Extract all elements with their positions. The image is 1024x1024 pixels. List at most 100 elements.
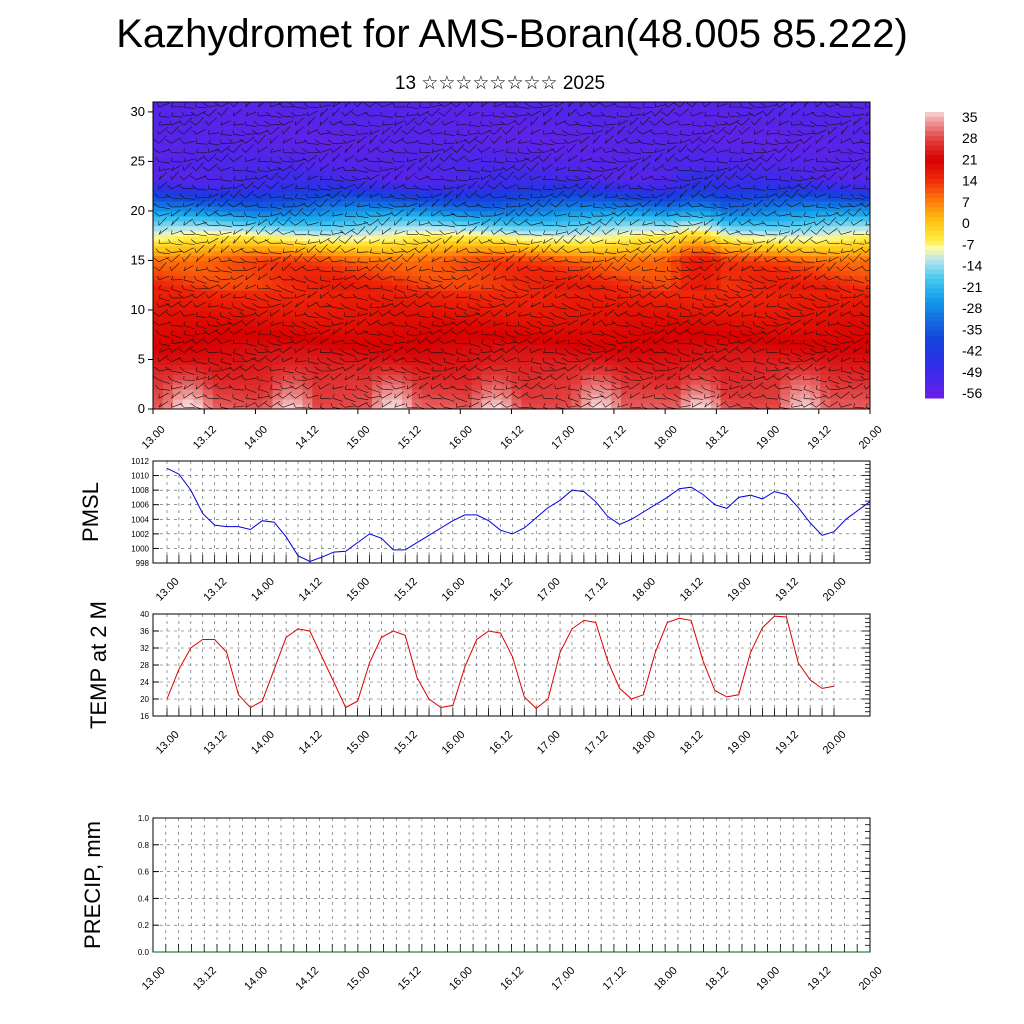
xtick-label: 13.12	[201, 729, 229, 757]
colorbar-label: -56	[962, 385, 982, 401]
heatmap-ytick-label: 25	[131, 153, 145, 168]
series-line	[166, 467, 870, 563]
xtick-label: 16.12	[498, 965, 526, 993]
ytick-label: 28	[140, 661, 149, 670]
colorbar-label: -49	[962, 364, 982, 380]
xtick-label: 15.12	[392, 576, 420, 604]
vertical-section-panel: 0 5 10 15 20 25 30 13.00 13.12 14.00 14.12 15.00 15.…	[131, 101, 885, 452]
xtick-label: 19.00	[754, 965, 782, 993]
xtick-label: 15.12	[392, 729, 420, 757]
heatmap-ytick-label: 10	[131, 302, 145, 317]
ytick-label: 0.6	[138, 868, 150, 877]
right-ticks	[862, 460, 870, 564]
xtick-label: 17.12	[583, 729, 611, 757]
ytick-label: 1.0	[138, 814, 150, 823]
xtick-label: 19.12	[773, 729, 801, 757]
ytick-label: 40	[140, 610, 149, 619]
xtick-label: 14.00	[242, 965, 270, 993]
heatmap-xtick-label: 16.00	[447, 424, 475, 452]
ytick-label: 0.4	[138, 894, 150, 903]
grid-lines	[153, 460, 870, 564]
heatmap-xtick-label: 15.12	[396, 424, 424, 452]
xtick-label: 18.12	[678, 729, 706, 757]
xtick-label: 13.12	[201, 576, 229, 604]
xtick-label: 19.00	[725, 729, 753, 757]
xtick-label: 19.12	[773, 576, 801, 604]
heatmap-xtick-label: 18.00	[652, 424, 680, 452]
axis-ylabel: PRECIP, mm	[80, 821, 105, 949]
heatmap-ytick-label: 30	[131, 104, 145, 119]
xtick-label: 16.00	[440, 729, 468, 757]
heatmap-xtick-label: 16.12	[498, 424, 526, 452]
xtick-label: 13.00	[140, 965, 168, 993]
xtick-label: 20.00	[821, 576, 849, 604]
colorbar-label: -14	[962, 258, 982, 274]
xtick-label: 17.12	[583, 576, 611, 604]
heatmap-xtick-label: 14.12	[293, 424, 321, 452]
xtick-label: 17.00	[535, 729, 563, 757]
heatmap-xtick-label: 13.00	[140, 424, 168, 452]
xtick-label: 13.12	[191, 965, 219, 993]
xtick-label: 15.00	[344, 576, 372, 604]
xtick-label: 18.00	[630, 729, 658, 757]
xtick-label: 16.12	[487, 729, 515, 757]
bottom-ticks	[152, 944, 871, 952]
ytick-label: 0.8	[138, 841, 150, 850]
colorbar-label: 14	[962, 173, 978, 189]
xtick-label: 16.00	[440, 576, 468, 604]
chart-subtitle: 13 ☆☆☆☆☆☆☆☆ 2025	[394, 73, 606, 94]
heatmap-ytick-label: 15	[131, 252, 145, 267]
ytick-label: 32	[140, 644, 149, 653]
bottom-ticks	[166, 555, 835, 563]
ytick-label: 0.0	[138, 948, 150, 957]
ytick-label: 20	[140, 695, 149, 704]
ytick-label: 998	[136, 559, 150, 568]
xtick-label: 14.12	[293, 965, 321, 993]
colorbar-label: -35	[962, 321, 982, 337]
heatmap-xtick-label: 17.00	[549, 424, 577, 452]
ytick-label: 1012	[131, 457, 149, 466]
heatmap-xtick-label: 19.00	[754, 424, 782, 452]
colorbar-label: 21	[962, 151, 978, 167]
colorbar-label: 7	[962, 194, 970, 210]
heatmap-xtick-label: 13.12	[191, 424, 219, 452]
heatmap-xtick-label: 20.00	[857, 424, 885, 452]
axis-ylabel: TEMP at 2 M	[86, 601, 111, 729]
right-ticks	[862, 613, 870, 717]
heatmap-xtick-label: 18.12	[703, 424, 731, 452]
xtick-label: 16.12	[487, 576, 515, 604]
axis-ylabel: PMSL	[78, 482, 103, 542]
ytick-label: 1000	[131, 544, 149, 553]
xtick-label: 18.12	[703, 965, 731, 993]
grid-lines	[152, 817, 871, 953]
xtick-label: 16.00	[447, 965, 475, 993]
xtick-label: 18.00	[652, 965, 680, 993]
xtick-label: 15.00	[344, 729, 372, 757]
xtick-label: 19.00	[725, 576, 753, 604]
heatmap-xtick-label: 14.00	[242, 424, 270, 452]
xtick-label: 13.00	[154, 729, 182, 757]
xtick-label: 15.00	[345, 965, 373, 993]
ytick-label: 24	[140, 678, 149, 687]
xtick-label: 14.12	[297, 576, 325, 604]
xtick-label: 17.00	[549, 965, 577, 993]
ytick-label: 1006	[131, 501, 149, 510]
ytick-label: 0.2	[138, 921, 150, 930]
chart-title: Kazhydromet for AMS-Boran(48.005 85.222)	[116, 12, 908, 56]
ytick-label: 1010	[131, 472, 149, 481]
heatmap-cells	[153, 102, 870, 409]
colorbar-label: -42	[962, 343, 982, 359]
ytick-label: 36	[140, 627, 149, 636]
xtick-label: 20.00	[857, 965, 885, 993]
colorbar-label: 0	[962, 215, 970, 231]
xtick-label: 17.00	[535, 576, 563, 604]
heatmap-ytick-label: 0	[138, 401, 145, 416]
ytick-label: 16	[140, 712, 149, 721]
colorbar-label: -28	[962, 300, 982, 316]
ytick-label: 1004	[131, 515, 149, 524]
xtick-label: 18.00	[630, 576, 658, 604]
ytick-label: 1002	[131, 530, 149, 539]
xtick-label: 19.12	[806, 965, 834, 993]
colorbar-label: 35	[962, 109, 978, 125]
